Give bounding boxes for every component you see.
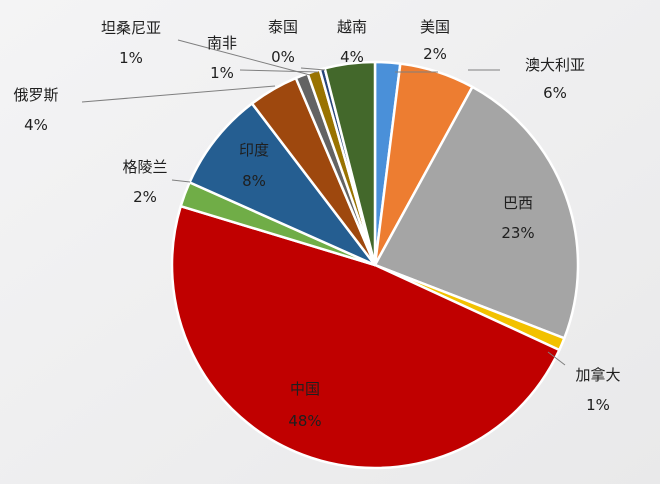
slice-name-label-6: 印度 — [239, 141, 269, 159]
slice-pct-label-2: 23% — [501, 224, 534, 242]
slice-name-label-7: 俄罗斯 — [13, 86, 58, 104]
leader-line-3 — [547, 351, 566, 366]
pie-slice-4 — [170, 204, 561, 470]
pie-slice-11 — [323, 60, 377, 267]
slice-labels: 美国 2% 澳大利亚 6% 巴西 23% 加拿大 1% 中国 48% 格陵兰 2% 印度 8% 俄罗斯 4% 坦… — [13, 18, 620, 430]
leader-line-5 — [171, 179, 191, 183]
slice-name-label-4: 中国 — [290, 380, 320, 398]
slice-pct-label-7: 4% — [24, 116, 48, 134]
slice-name-label-5: 格陵兰 — [122, 158, 167, 176]
leader-line-7 — [81, 85, 276, 103]
slice-name-label-9: 南非 — [207, 34, 237, 52]
leader-line-10 — [300, 67, 326, 71]
slice-pct-label-11: 4% — [340, 48, 364, 66]
slice-pct-label-6: 8% — [242, 172, 266, 190]
slice-pct-label-1: 6% — [543, 84, 567, 102]
slice-name-label-10: 泰国 — [268, 18, 298, 36]
slice-pct-label-3: 1% — [586, 396, 610, 414]
slice-name-label-2: 巴西 — [503, 194, 533, 212]
leader-lines — [81, 39, 566, 366]
leader-line-9 — [239, 69, 319, 73]
slice-name-label-8: 坦桑尼亚 — [101, 19, 161, 37]
slice-name-label-3: 加拿大 — [575, 366, 620, 384]
pie-slice-6 — [188, 102, 377, 267]
slice-pct-label-8: 1% — [119, 49, 143, 67]
slice-pct-label-10: 0% — [271, 48, 295, 66]
slice-name-label-1: 澳大利亚 — [525, 56, 585, 74]
pie-slice-2 — [373, 85, 580, 340]
leader-line-8 — [177, 39, 311, 76]
slice-pct-label-9: 1% — [210, 64, 234, 82]
slice-pct-label-4: 48% — [288, 412, 321, 430]
slice-name-label-11: 越南 — [337, 18, 367, 36]
pie-slices — [170, 60, 580, 470]
slice-pct-label-5: 2% — [133, 188, 157, 206]
slice-name-label-0: 美国 — [420, 18, 450, 36]
slice-pct-label-0: 2% — [423, 45, 447, 63]
